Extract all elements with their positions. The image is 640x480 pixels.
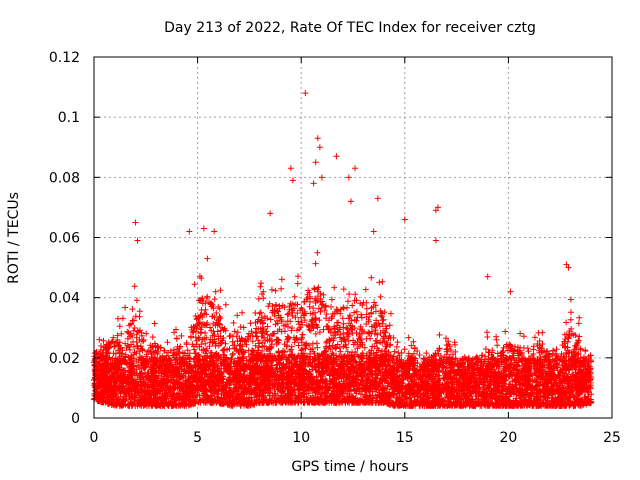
scatter-point (200, 225, 207, 232)
scatter-point (434, 204, 441, 211)
scatter-point (370, 228, 377, 235)
x-tick-label: 0 (90, 430, 99, 446)
scatter-point (316, 144, 323, 151)
scatter-point (310, 180, 317, 187)
scatter-point (565, 264, 572, 271)
scatter-point (352, 165, 359, 172)
scatter-point (267, 210, 274, 217)
scatter-point (211, 228, 218, 235)
y-tick-label: 0.1 (58, 110, 80, 126)
chart-title: Day 213 of 2022, Rate Of TEC Index for r… (164, 20, 536, 36)
scatter-point (345, 174, 352, 181)
y-axis-label: ROTI / TECUs (6, 192, 22, 284)
scatter-point (432, 207, 439, 214)
data-points (91, 90, 595, 409)
scatter-point (186, 228, 193, 235)
scatter-point (318, 174, 325, 181)
scatter-point (347, 198, 354, 205)
x-tick-label: 20 (499, 430, 517, 446)
grid-lines (94, 57, 612, 418)
scatter-point (401, 216, 408, 223)
y-tick-label: 0.12 (49, 50, 80, 66)
scatter-point (287, 165, 294, 172)
scatter-point (563, 261, 570, 268)
scatter-point (132, 219, 139, 226)
scatter-point (289, 177, 296, 184)
y-tick-label: 0.06 (49, 231, 80, 247)
y-tick-label: 0.04 (49, 291, 80, 307)
x-tick-label: 15 (396, 430, 414, 446)
scatter-point (484, 273, 491, 280)
x-tick-label: 10 (292, 430, 310, 446)
scatter-point (312, 159, 319, 166)
scatter-point (134, 237, 141, 244)
scatter-point-cloud (91, 249, 595, 409)
scatter-point (302, 90, 309, 97)
axis-ticks: 0 5 10 15 20 25 0 0.02 0.04 0.06 0.08 0.1 0.12 (49, 50, 621, 446)
y-tick-label: 0 (71, 411, 80, 427)
x-axis-label: GPS time / hours (291, 459, 408, 475)
scatter-point (507, 288, 514, 295)
scatter-point (314, 135, 321, 142)
y-tick-label: 0.02 (49, 351, 80, 367)
scatter-point (333, 153, 340, 160)
scatter-point (374, 195, 381, 202)
x-tick-label: 5 (193, 430, 202, 446)
x-tick-label: 25 (603, 430, 621, 446)
y-tick-label: 0.08 (49, 170, 80, 186)
scatter-point (432, 237, 439, 244)
